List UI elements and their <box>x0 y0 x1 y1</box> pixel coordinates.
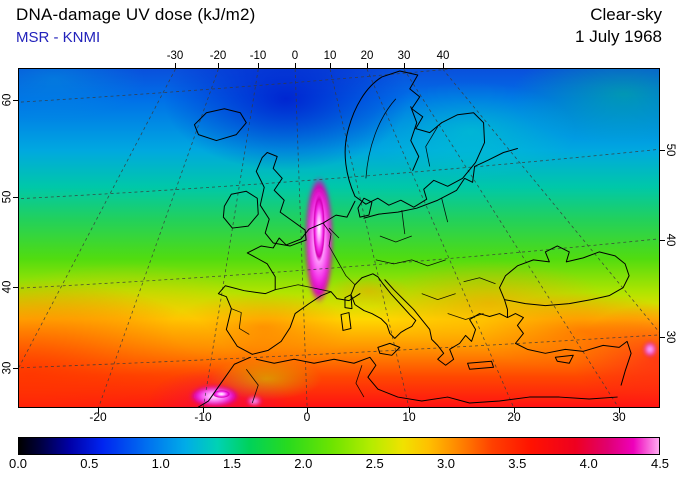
coastline-britain <box>255 152 307 247</box>
axis-label-top: -20 <box>209 50 227 62</box>
colorbar-tick-label: 3.0 <box>436 456 456 471</box>
coastline-bosporus <box>503 299 508 319</box>
coastline-italy <box>350 273 417 339</box>
tick-mark <box>218 63 219 68</box>
tick-mark <box>443 63 444 68</box>
border-czech <box>379 235 412 243</box>
colorbar-tick-label: 0.5 <box>80 456 99 471</box>
coastline-baltic-south <box>363 148 518 219</box>
tick-mark <box>295 63 296 68</box>
colorbar-tick-label: 2.5 <box>365 456 384 471</box>
coastline-cyprus <box>554 354 574 364</box>
tick-mark <box>404 63 405 68</box>
country-borders <box>231 98 496 404</box>
coastline-morocco <box>197 356 251 407</box>
coastline-sicily <box>377 342 401 356</box>
anomaly-africa-core <box>212 390 231 399</box>
tick-mark <box>307 408 308 413</box>
border-portugal-spain <box>231 308 250 335</box>
header-condition: Clear-sky <box>590 5 662 24</box>
colorbar-tick-label: 0.0 <box>8 456 28 471</box>
tick-mark <box>13 197 18 198</box>
tick-mark <box>13 100 18 101</box>
border-germany-poland <box>401 210 406 235</box>
coastline-balkans-greece <box>384 279 508 366</box>
anomaly-streak-core <box>313 194 326 262</box>
tick-mark <box>619 408 620 413</box>
coastlines <box>193 70 632 407</box>
coastline-ireland <box>222 190 259 229</box>
axis-label-bottom: 20 <box>507 410 521 424</box>
tick-mark <box>98 408 99 413</box>
border-romania <box>463 277 496 285</box>
tick-mark <box>660 150 665 151</box>
axis-label-top: 30 <box>397 50 411 62</box>
coastline-bothnia <box>410 106 420 171</box>
axis-label-top: 40 <box>436 50 450 62</box>
colorbar-tick-label: 1.0 <box>151 456 170 471</box>
coastline-atlantic <box>217 200 356 355</box>
axis-label-top: -30 <box>166 50 184 62</box>
border-norway-sweden <box>365 98 397 179</box>
tick-mark <box>514 408 515 413</box>
tick-mark <box>367 63 368 68</box>
colorbar-tick-label: 1.5 <box>222 456 242 471</box>
tick-mark <box>409 408 410 413</box>
axis-label-bottom: 30 <box>612 410 626 424</box>
coastline-turkey <box>506 313 632 386</box>
coastline-north-africa <box>255 356 618 404</box>
colorbar-tick-label: 4.0 <box>579 456 598 471</box>
axis-label-top: 10 <box>323 50 337 62</box>
anomaly-africa-2 <box>247 397 262 406</box>
coastline-scandinavia <box>344 70 486 208</box>
anomaly-east <box>644 342 657 357</box>
colorbar-tick-label: 2.0 <box>294 456 313 471</box>
border-balkans-1 <box>421 293 456 301</box>
axis-label-top: 0 <box>291 50 299 62</box>
border-balkans-2 <box>447 313 484 320</box>
tick-mark <box>258 63 259 68</box>
axis-label-bottom: 0 <box>303 410 311 424</box>
colorbar-tick-label: 3.5 <box>508 456 527 471</box>
tick-mark <box>13 287 18 288</box>
coastline-iceland <box>193 108 247 142</box>
border-benelux <box>328 227 340 239</box>
coastline-sardinia <box>340 312 352 331</box>
coastline-corsica <box>344 294 353 310</box>
anomaly-hotspots <box>190 176 657 407</box>
tick-mark <box>330 63 331 68</box>
axis-label-top: 20 <box>360 50 374 62</box>
tick-mark <box>13 368 18 369</box>
coastline-iberia-med <box>251 291 361 355</box>
border-morocco-algeria <box>245 368 259 404</box>
header-source: MSR - KNMI <box>16 29 101 46</box>
coastline-denmark <box>357 197 373 218</box>
tick-mark <box>660 240 665 241</box>
border-sweden-finland <box>425 126 439 167</box>
tick-mark <box>175 63 176 68</box>
axis-label-bottom: -20 <box>89 410 107 424</box>
border-poland-east <box>441 198 449 223</box>
colorbar-tick-label: 4.5 <box>650 456 670 471</box>
graticule <box>19 69 659 407</box>
axis-label-bottom: 10 <box>402 410 416 424</box>
tick-mark <box>660 337 665 338</box>
border-tunisia <box>355 365 365 398</box>
map-overlay <box>19 69 659 407</box>
page-title: DNA-damage UV dose (kJ/m2) <box>16 5 256 24</box>
axis-label-bottom: -10 <box>194 410 212 424</box>
border-austria-hungary <box>375 259 446 267</box>
border-pyrenees <box>275 284 332 293</box>
colorbar <box>18 437 660 455</box>
tick-mark <box>203 408 204 413</box>
colorbar-gradient <box>19 438 659 454</box>
map-frame <box>18 68 660 408</box>
border-france-east <box>322 222 356 286</box>
axis-label-top: -10 <box>249 50 267 62</box>
coastline-black-sea <box>499 245 630 307</box>
header-date: 1 July 1968 <box>575 27 662 46</box>
coastline-crete <box>467 360 495 370</box>
